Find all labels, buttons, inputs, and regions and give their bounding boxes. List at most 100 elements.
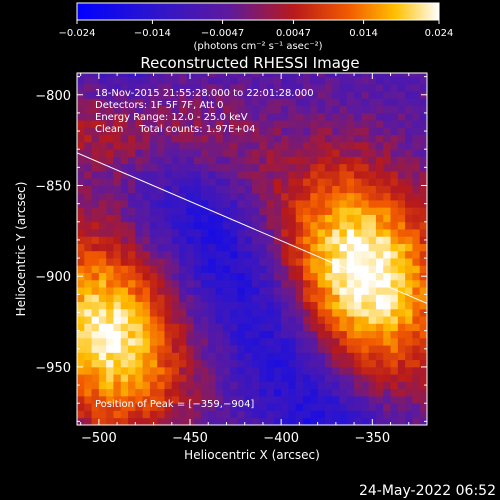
heatmap-cell <box>244 279 253 288</box>
heatmap-cell <box>368 98 377 107</box>
heatmap-cell <box>193 73 202 78</box>
heatmap-cell <box>149 265 158 273</box>
heatmap-cell <box>354 185 362 194</box>
heatmap-cell <box>171 316 180 324</box>
heatmap-cell <box>200 192 209 201</box>
heatmap-cell <box>259 272 267 281</box>
heatmap-cell <box>266 207 275 215</box>
heatmap-cell <box>412 323 421 332</box>
heatmap-cell <box>179 374 187 382</box>
heatmap-cell <box>273 323 282 332</box>
heatmap-cell <box>266 120 275 128</box>
heatmap-cell <box>339 417 348 425</box>
heatmap-cell <box>171 410 180 419</box>
heatmap-cell <box>346 236 355 244</box>
heatmap-cell <box>164 243 173 252</box>
heatmap-cell <box>135 301 144 310</box>
heatmap-cell <box>208 323 216 332</box>
heatmap-cell <box>208 112 216 121</box>
heatmap-cell <box>142 236 151 244</box>
heatmap-cell <box>193 294 202 303</box>
heatmap-cell <box>157 272 165 281</box>
heatmap-cell <box>266 294 275 303</box>
heatmap-cell <box>252 323 260 332</box>
heatmap-cell <box>303 163 311 172</box>
heatmap-cell <box>84 345 92 353</box>
heatmap-cell <box>281 149 289 157</box>
heatmap-cell <box>281 76 289 85</box>
heatmap-cell <box>397 272 406 281</box>
heatmap-cell <box>215 73 224 78</box>
heatmap-cell <box>354 112 362 121</box>
heatmap-cell <box>179 163 187 172</box>
heatmap-cell <box>171 345 180 353</box>
heatmap-cell <box>324 200 333 208</box>
heatmap-cell <box>354 388 362 397</box>
heatmap-cell <box>375 112 384 121</box>
heatmap-cell <box>332 207 340 215</box>
heatmap-cell <box>135 185 144 194</box>
heatmap-cell <box>339 388 348 397</box>
heatmap-cell <box>230 127 238 136</box>
heatmap-cell <box>412 279 421 288</box>
heatmap-cell <box>303 120 311 128</box>
heatmap-cell <box>288 395 297 404</box>
heatmap-cell <box>303 98 311 107</box>
heatmap-cell <box>361 200 370 208</box>
heatmap-cell <box>346 73 355 78</box>
heatmap-cell <box>230 294 238 303</box>
heatmap-cell <box>179 149 187 157</box>
heatmap-cell <box>179 395 187 404</box>
heatmap-cell <box>230 149 238 157</box>
heatmap-cell <box>215 141 224 150</box>
heatmap-cell <box>142 73 151 78</box>
heatmap-cell <box>106 134 114 143</box>
heatmap-cell <box>361 207 370 215</box>
heatmap-cell <box>266 308 275 317</box>
heatmap-cell <box>339 185 348 194</box>
heatmap-cell <box>368 294 377 303</box>
heatmap-cell <box>128 366 136 375</box>
heatmap-cell <box>149 149 158 157</box>
heatmap-cell <box>273 417 282 425</box>
heatmap-cell <box>412 134 421 143</box>
heatmap-cell <box>288 366 297 375</box>
heatmap-cell <box>128 345 136 353</box>
heatmap-cell <box>288 207 297 215</box>
heatmap-cell <box>252 170 260 179</box>
heatmap-cell <box>310 73 319 78</box>
heatmap-cell <box>149 287 158 295</box>
heatmap-cell <box>252 134 260 143</box>
heatmap-cell <box>128 381 136 390</box>
heatmap-cell <box>361 330 370 339</box>
heatmap-cell <box>281 265 289 273</box>
heatmap-cell <box>186 221 195 230</box>
heatmap-cell <box>252 163 260 172</box>
heatmap-cell <box>237 352 246 361</box>
heatmap-cell <box>303 127 311 136</box>
heatmap-cell <box>405 91 413 99</box>
heatmap-cell <box>390 134 399 143</box>
heatmap-cell <box>281 120 289 128</box>
heatmap-cell <box>106 417 114 425</box>
heatmap-cell <box>375 207 384 215</box>
heatmap-cell <box>295 149 304 157</box>
heatmap-cell <box>310 417 319 425</box>
heatmap-cell <box>295 127 304 136</box>
heatmap-cell <box>412 316 421 324</box>
heatmap-cell <box>324 301 333 310</box>
heatmap-cell <box>346 272 355 281</box>
heatmap-image <box>77 73 427 425</box>
heatmap-cell <box>135 323 144 332</box>
heatmap-cell <box>339 403 348 411</box>
heatmap-cell <box>259 308 267 317</box>
heatmap-cell <box>252 83 260 92</box>
heatmap-cell <box>339 200 348 208</box>
heatmap-cell <box>288 73 297 78</box>
heatmap-cell <box>157 221 165 230</box>
heatmap-cell <box>310 163 319 172</box>
heatmap-cell <box>346 229 355 237</box>
heatmap-cell <box>164 192 173 201</box>
heatmap-cell <box>171 359 180 368</box>
heatmap-cell <box>193 83 202 92</box>
